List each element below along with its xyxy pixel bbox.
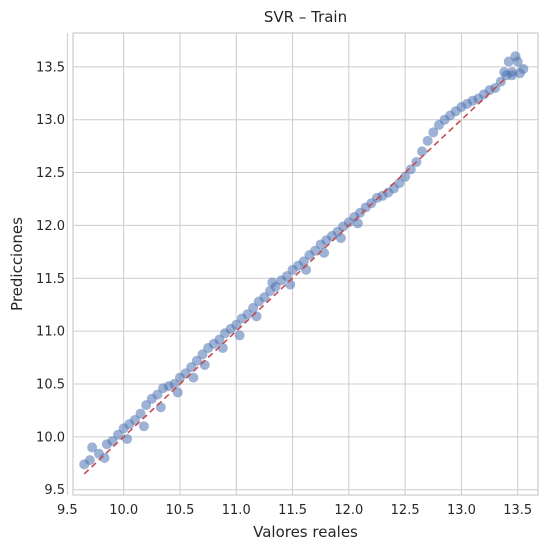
- data-point: [135, 408, 146, 419]
- x-tick-label: 11.0: [222, 503, 251, 518]
- y-tick-label: 11.5: [36, 272, 65, 287]
- y-tick-label: 12.0: [36, 219, 65, 234]
- data-point: [172, 387, 183, 398]
- y-tick-label: 13.5: [36, 60, 65, 75]
- data-point: [87, 442, 98, 453]
- x-tick-label: 10.0: [109, 503, 138, 518]
- data-point: [352, 218, 363, 229]
- data-point: [234, 330, 245, 341]
- plot-frame: [72, 32, 539, 496]
- x-tick-label: 12.0: [334, 503, 363, 518]
- y-tick-label: 13.0: [36, 113, 65, 128]
- y-tick-label: 10.0: [36, 430, 65, 445]
- data-point: [217, 343, 228, 354]
- data-point: [428, 127, 439, 138]
- data-point: [503, 56, 514, 67]
- y-tick-label: 9.5: [44, 483, 65, 498]
- data-point: [507, 70, 518, 81]
- data-point: [405, 164, 416, 175]
- x-axis-label: Valores reales: [253, 523, 358, 541]
- data-point: [417, 146, 428, 157]
- x-tick-label: 10.5: [165, 503, 194, 518]
- x-tick-labels: 9.5 10.0 10.5 11.0 11.5 12.0 12.5 13.0 13.5: [57, 503, 532, 518]
- data-point: [335, 233, 346, 244]
- data-point: [84, 455, 95, 466]
- data-point: [99, 452, 110, 463]
- y-axis-label: Predicciones: [8, 217, 26, 311]
- data-point: [499, 67, 510, 78]
- x-tick-label: 12.5: [391, 503, 420, 518]
- y-tick-label: 12.5: [36, 166, 65, 181]
- data-point: [285, 279, 296, 290]
- data-point: [155, 402, 166, 413]
- y-tick-label: 10.5: [36, 377, 65, 392]
- data-point: [518, 63, 529, 74]
- data-point: [400, 171, 411, 182]
- y-tick-labels: 9.5 10.0 10.5 11.0 11.5 12.0 12.5 13.0 13.5: [36, 60, 65, 498]
- data-point: [422, 135, 433, 146]
- data-point: [188, 372, 199, 383]
- x-tick-label: 11.5: [278, 503, 307, 518]
- x-tick-label: 13.5: [503, 503, 532, 518]
- chart-title: SVR – Train: [264, 8, 347, 26]
- grid: [66, 33, 538, 495]
- data-point: [122, 433, 133, 444]
- x-tick-label: 13.0: [447, 503, 476, 518]
- y-tick-label: 11.0: [36, 325, 65, 340]
- data-point: [138, 421, 149, 432]
- data-point: [512, 56, 523, 67]
- reference-line: [83, 76, 508, 475]
- x-tick-label: 9.5: [57, 503, 78, 518]
